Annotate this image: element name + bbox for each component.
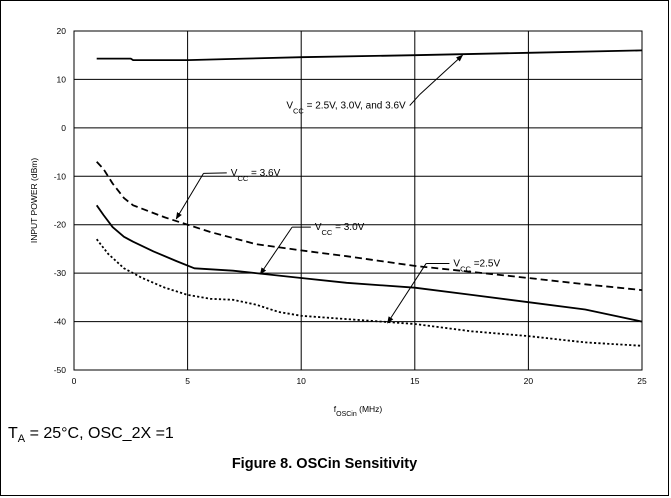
series-line-3 (95, 204, 643, 323)
anno-3v0-label-main: V (315, 222, 322, 233)
axes: 0 5 10 15 20 25 -50 -40 -30 -20 -10 0 10 20 fOSCin (MH… (29, 26, 647, 418)
figure-caption-row: Figure 8. OSCin Sensitivity (0, 456, 669, 472)
x-tick-label: 5 (185, 376, 190, 386)
series-line-2 (96, 161, 643, 291)
y-tick-label: -50 (54, 365, 67, 375)
series-line-1 (96, 49, 643, 61)
x-axis-title-sub: OSCin (336, 411, 357, 418)
anno-3v6-leader-arrow (175, 173, 204, 220)
anno-all-leader-stub (409, 94, 420, 106)
test-conditions: TA = 25°C, OSC_2X =1 (8, 425, 174, 445)
conditions-rest: = 25°C, OSC_2X =1 (25, 425, 174, 442)
anno-3v6-label-rest: = 3.6V (248, 168, 280, 179)
x-tick-label: 15 (410, 376, 420, 386)
y-tick-label: 0 (61, 123, 66, 133)
anno-2v5-label-sub: CC (460, 264, 471, 273)
anno-2v5: VCC =2.5V (387, 258, 500, 324)
anno-2v5-label-main: V (453, 258, 460, 269)
plot-border (73, 30, 643, 371)
anno-all: VCC = 2.5V, 3.0V, and 3.6V (286, 54, 464, 116)
anno-all-label-main: V (286, 101, 293, 112)
conditions-subscript: A (17, 433, 26, 446)
anno-3v6-label-sub: CC (237, 173, 248, 182)
grid (73, 30, 643, 371)
y-axis-title: INPUT POWER (dBm) (29, 158, 39, 243)
y-tick-label: -10 (54, 171, 67, 181)
x-tick-label: 25 (637, 376, 647, 386)
y-tick-label: 10 (57, 74, 67, 84)
y-tick-label: -30 (54, 268, 67, 278)
anno-3v0-leader-arrow (259, 226, 293, 275)
anno-2v5-label: VCC =2.5V (453, 258, 500, 273)
y-tick-label: -40 (54, 317, 67, 327)
x-axis-title: fOSCin (MHz) (334, 404, 383, 418)
y-tick-label: 20 (57, 26, 67, 36)
anno-3v0: VCC = 3.0V (259, 222, 365, 275)
anno-2v5-label-rest: =2.5V (471, 258, 501, 269)
y-tick-label: -20 (54, 220, 67, 230)
series-group (95, 49, 643, 347)
x-axis-title-main: f (334, 404, 337, 414)
x-tick-label: 20 (524, 376, 534, 386)
anno-all-label-rest: = 2.5V, 3.0V, and 3.6V (304, 101, 406, 112)
anno-3v0-label: VCC = 3.0V (315, 222, 365, 237)
x-tick-label: 10 (296, 376, 306, 386)
anno-3v6: VCC = 3.6V (175, 168, 281, 220)
conditions-prefix: T (8, 425, 18, 442)
anno-3v0-label-sub: CC (322, 228, 333, 237)
x-axis-title-rest: (MHz) (357, 404, 383, 414)
anno-all-leader-arrow (419, 54, 464, 96)
anno-3v0-label-rest: = 3.0V (332, 222, 364, 233)
figure-caption: Figure 8. OSCin Sensitivity (231, 456, 418, 472)
anno-3v6-label-main: V (231, 168, 238, 179)
anno-3v6-label: VCC = 3.6V (231, 168, 281, 183)
anno-2v5-leader-arrow (387, 263, 427, 324)
series-line-4 (95, 238, 643, 347)
anno-all-label-sub: CC (293, 106, 304, 115)
anno-all-label: VCC = 2.5V, 3.0V, and 3.6V (286, 101, 406, 116)
x-tick-label: 0 (72, 376, 77, 386)
